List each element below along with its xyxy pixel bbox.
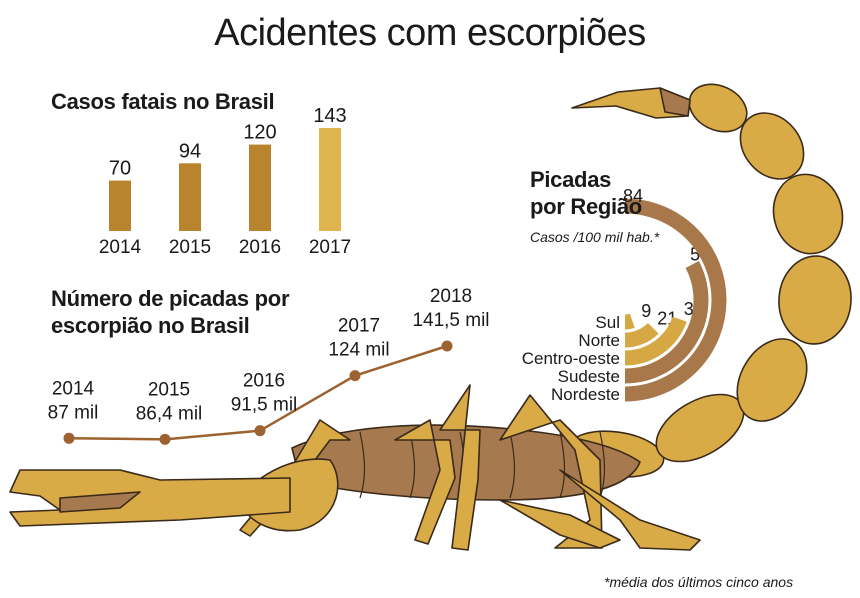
line-year-label-2018: 2018 [430,286,472,307]
bar-category-label-2015: 2015 [169,237,211,258]
line-chart-title-line-2: escorpião no Brasil [51,313,250,338]
radial-bar-Nordeste [624,198,727,402]
bar-value-label-2016: 120 [243,122,276,144]
radial-value-label-Nordeste: 84 [623,186,643,206]
bar-value-label-2017: 143 [313,105,346,127]
line-value-label-2018: 141,5 mil [412,310,489,331]
claw-inner [59,491,141,513]
radial-category-label-Centro-oeste: Centro-oeste [522,349,620,368]
scorpion-claw [9,469,291,527]
radial-category-label-Sul: Sul [595,313,620,332]
line-point-2018 [441,340,453,352]
tail-segment-6 [739,112,805,180]
bar-value-label-2014: 70 [109,158,131,180]
scorpion-icon [9,83,852,551]
bar-2017 [319,128,341,231]
radial-chart-title-line-2: por Região [530,194,642,219]
tail-segment-5 [772,173,844,255]
picadas-line-chart: 2014 87 mil 2015 86,4 mil 2016 91,5 mil 2017 12… [48,286,490,445]
radial-chart-title-line-1: Picadas [530,167,612,192]
radial-category-label-Norte: Norte [578,331,620,350]
bar-2015 [179,163,201,231]
tail-segment-4 [778,255,852,345]
scorpion-leg-6 [499,499,621,549]
stinger-bulb [659,87,691,117]
line-chart-title: Número de picadas por escorpião no Brasi… [51,285,290,339]
body-segment-line-4 [509,431,516,499]
tail-segment-3 [736,338,808,422]
bar-2016 [249,144,271,231]
radial-bar-Centro-oeste [624,316,687,366]
bar-2014 [109,180,131,231]
bar-category-label-2014: 2014 [99,237,142,258]
radial-chart-title: Picadas por Região [530,166,642,220]
page-title: Acidentes com escorpiões [214,12,646,54]
line-value-label-2015: 86,4 mil [136,403,203,424]
radial-bar-Norte [624,322,659,348]
radial-category-label-Nordeste: Nordeste [551,385,620,404]
casos-fatais-bar-chart: 70 2014 94 2015 120 2016 143 2017 [99,105,351,258]
bar-category-label-2017: 2017 [309,237,351,258]
footnote: *média dos últimos cinco anos [604,574,794,590]
scorpion-leg-3 [439,384,481,551]
tail-segment-7 [688,83,748,133]
radial-chart-subtitle: Casos /100 mil hab.* [530,229,660,245]
bar-category-label-2016: 2016 [239,237,281,258]
line-year-label-2015: 2015 [148,379,190,400]
picadas-line [68,344,448,441]
scorpion-leg-2 [394,419,456,545]
radial-category-label-Sudeste: Sudeste [558,367,620,386]
radial-bar-Sul [624,313,635,330]
bar-chart-title: Casos fatais no Brasil [51,89,275,114]
line-year-label-2016: 2016 [243,371,285,392]
line-point-2014 [63,432,75,444]
line-value-label-2014: 87 mil [48,402,99,423]
line-point-2016 [254,425,266,437]
radial-bar-Sudeste [624,261,709,384]
body-segment-line-5 [559,431,566,499]
stinger [571,87,691,119]
body-segment-line-1 [359,431,366,499]
line-point-2015 [159,433,171,445]
line-year-label-2014: 2014 [52,378,95,399]
line-year-label-2017: 2017 [338,316,380,337]
radial-value-label-Sul: 9 [641,301,651,321]
line-chart-title-line-1: Número de picadas por [51,286,290,311]
line-point-2017 [349,370,361,382]
line-value-label-2016: 91,5 mil [231,395,298,416]
scorpion-leg-5 [559,469,701,551]
bar-value-label-2015: 94 [179,140,201,162]
line-value-label-2017: 124 mil [328,340,389,361]
